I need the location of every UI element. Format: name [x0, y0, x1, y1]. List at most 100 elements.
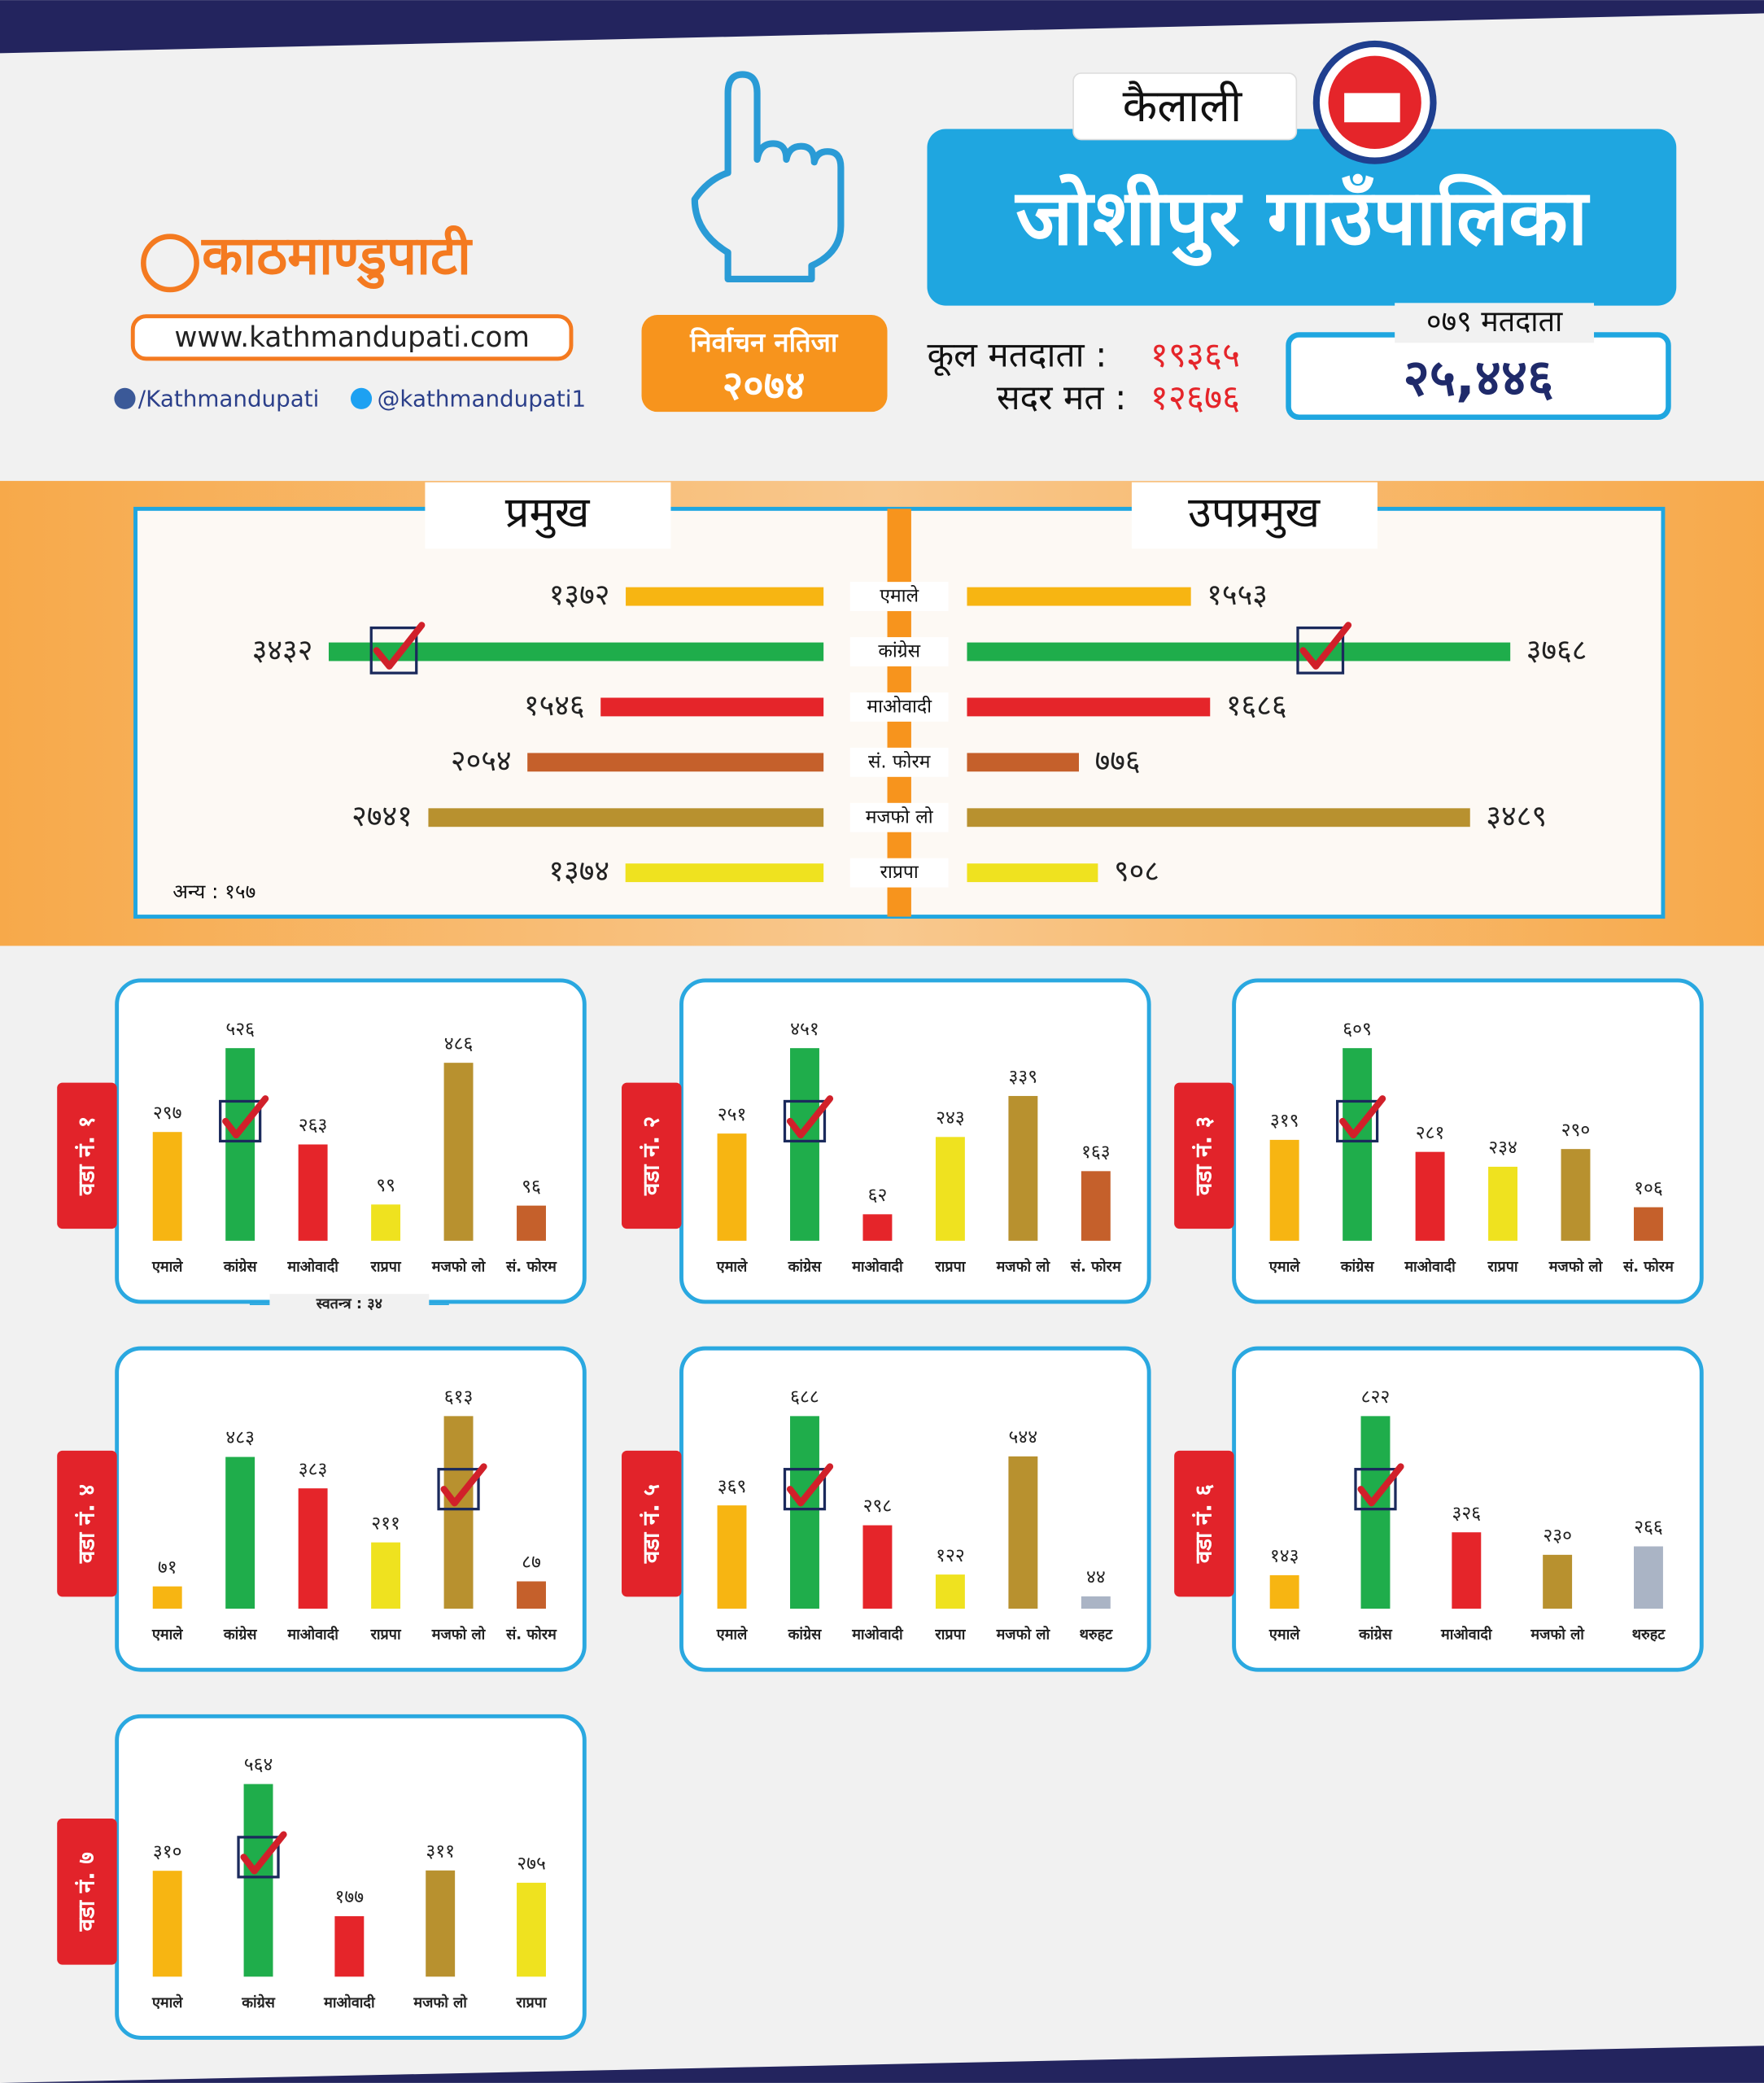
value-label: १४३ [1270, 1546, 1299, 1567]
category-label: कांग्रेस [1358, 1626, 1393, 1644]
value-label: २४३ [936, 1107, 965, 1129]
category-label: राप्रपा [370, 1627, 402, 1644]
ward-title: वडा नं. ७ [73, 1852, 100, 1932]
total-voters-label: कूल मतदाता : [928, 336, 1107, 377]
district-box [1072, 72, 1298, 141]
category-label: कांग्रेस [788, 1258, 823, 1276]
bar [967, 753, 1079, 772]
value-label: २६३ [299, 1115, 328, 1136]
website-box [130, 314, 574, 361]
value-label: १७७ [335, 1887, 365, 1908]
winner-check-box [783, 1099, 827, 1143]
winner-check-box [1296, 626, 1345, 675]
winner-check [440, 1463, 487, 1507]
category-label: राप्रपा [934, 1627, 966, 1644]
voters-079: २५,४४६ [1404, 348, 1554, 408]
valid-votes-label: सदर मत : [997, 378, 1126, 418]
bar [298, 1144, 328, 1241]
value-label: १०६ [1634, 1177, 1663, 1199]
bar [1081, 1171, 1111, 1241]
value-label: १३७२ [549, 579, 610, 612]
value-label: १३७४ [548, 855, 609, 889]
bar [790, 1416, 819, 1609]
category-box [849, 637, 949, 666]
value-label: ३२६ [1452, 1503, 1481, 1524]
winner-check [786, 1463, 834, 1507]
ward-tab [622, 1450, 682, 1597]
badge [641, 315, 888, 413]
bar [1543, 1554, 1573, 1609]
winner-check [373, 622, 426, 670]
category-label: एमाले [716, 1626, 748, 1644]
bar [1415, 1151, 1445, 1241]
bar [152, 1586, 182, 1609]
bar [967, 808, 1470, 828]
value-label: ६०९ [1343, 1019, 1372, 1040]
bar [152, 1132, 182, 1241]
value-label: १५५३ [1207, 579, 1268, 612]
bar [1360, 1416, 1391, 1609]
value-label: ५६४ [244, 1754, 273, 1775]
bar [371, 1542, 401, 1609]
category-label: एमाले [880, 585, 919, 607]
category-label: कांग्रेस [878, 640, 920, 662]
bar [862, 1525, 893, 1609]
mayor-tab [425, 482, 671, 549]
bar [1269, 1574, 1299, 1609]
bar [790, 1048, 819, 1241]
annotation: स्वतन्त्र : ३४ [316, 1295, 382, 1312]
value-label: १६३ [1081, 1142, 1111, 1163]
category-label: माओवादी [867, 695, 932, 717]
bar [1081, 1596, 1111, 1609]
category-label: राप्रपा [1487, 1259, 1519, 1276]
category-box [849, 692, 949, 722]
winner-check [1357, 1463, 1404, 1507]
category-label: एमाले [151, 1258, 183, 1276]
bar [1008, 1456, 1038, 1609]
value-label: ७१ [158, 1557, 177, 1578]
category-box [849, 802, 949, 832]
bar [225, 1456, 255, 1609]
deputy-tab [1131, 482, 1378, 549]
category-label: एमाले [1268, 1258, 1300, 1276]
bar [967, 863, 1098, 883]
total-voters: १९३६५ [1151, 336, 1240, 376]
value-label: २८१ [1416, 1122, 1445, 1143]
category-label: एमाले [716, 1258, 748, 1276]
value-label: २३४ [1488, 1138, 1517, 1159]
bar [527, 753, 824, 772]
logo-name: काठमाण्डुपाटी [200, 225, 473, 290]
bar [1634, 1546, 1663, 1609]
finger-icon [691, 71, 845, 283]
value-label: ८७ [522, 1552, 541, 1573]
category-label: माओवादी [286, 1626, 339, 1644]
winner-check-box [437, 1468, 480, 1511]
value-label: २७५ [517, 1854, 546, 1875]
category-label: एमाले [151, 1626, 183, 1644]
value-label: १६८६ [1226, 689, 1287, 723]
bar [717, 1133, 747, 1241]
category-label: राप्रपा [370, 1259, 402, 1276]
bar [967, 587, 1191, 606]
value-label: २५१ [718, 1104, 747, 1125]
ballot-box [1344, 93, 1400, 123]
category-label: कांग्रेस [1340, 1258, 1375, 1276]
value-label: ५२६ [225, 1019, 255, 1040]
category-label: थरुहट [1079, 1627, 1113, 1644]
value-label: २०५४ [451, 745, 512, 778]
twitter: @kathmandupati1 [378, 385, 587, 412]
bar [935, 1137, 965, 1241]
value-label: ३६९ [718, 1476, 747, 1497]
category-label: कांग्रेस [223, 1258, 258, 1276]
category-label: माओवादी [1404, 1258, 1456, 1276]
value-label: ९०८ [1114, 855, 1159, 889]
value-label: २९७ [153, 1103, 182, 1124]
winner-check [240, 1831, 287, 1875]
municipality: जोशीपुर गाउँपालिका [1014, 173, 1591, 266]
bar [428, 808, 824, 828]
value-label: ३४३२ [252, 634, 313, 667]
value-label: १२२ [936, 1545, 965, 1566]
winner-check [1339, 1095, 1386, 1139]
bar [152, 1871, 182, 1977]
